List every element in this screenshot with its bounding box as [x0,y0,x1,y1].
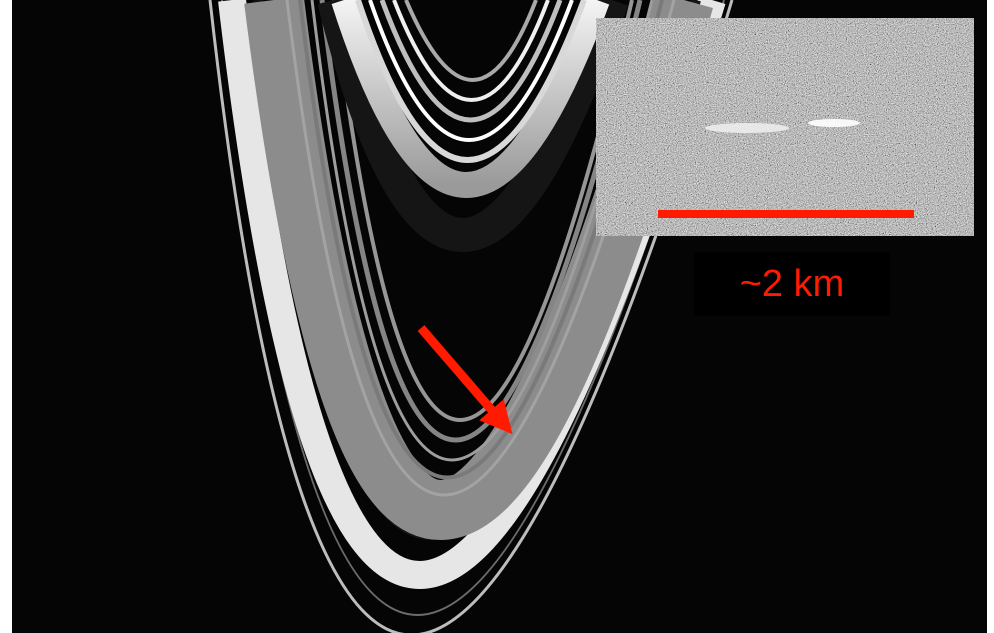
ring-division [317,0,629,252]
pointer-arrow [417,325,513,435]
ring-photo: ~2 km [12,0,987,633]
inner-ring-ripple-4 [392,0,550,102]
inner-bright-ring [331,0,610,198]
main-ring-ripple-4 [319,0,643,443]
inner-ring-ripple-1 [355,0,587,163]
inset-bright-streak-right [808,119,860,127]
main-ring-ripple-5 [332,0,634,422]
inner-ring-ripple-3 [379,0,563,123]
main-ring-region [244,0,713,540]
inner-ring-ripple-2 [368,0,574,142]
main-ring-ripple-3 [310,0,654,462]
scale-bar-label: ~2 km [694,252,890,316]
inner-ring-ripple-5 [404,0,538,82]
ring-system-drawing [208,0,974,633]
main-ring-ripple-2 [298,0,664,480]
outer-thin-ring [208,0,734,633]
inset-image [596,18,974,236]
inset-bright-streak-left [705,123,789,133]
main-ring-ripple-1 [285,0,676,497]
